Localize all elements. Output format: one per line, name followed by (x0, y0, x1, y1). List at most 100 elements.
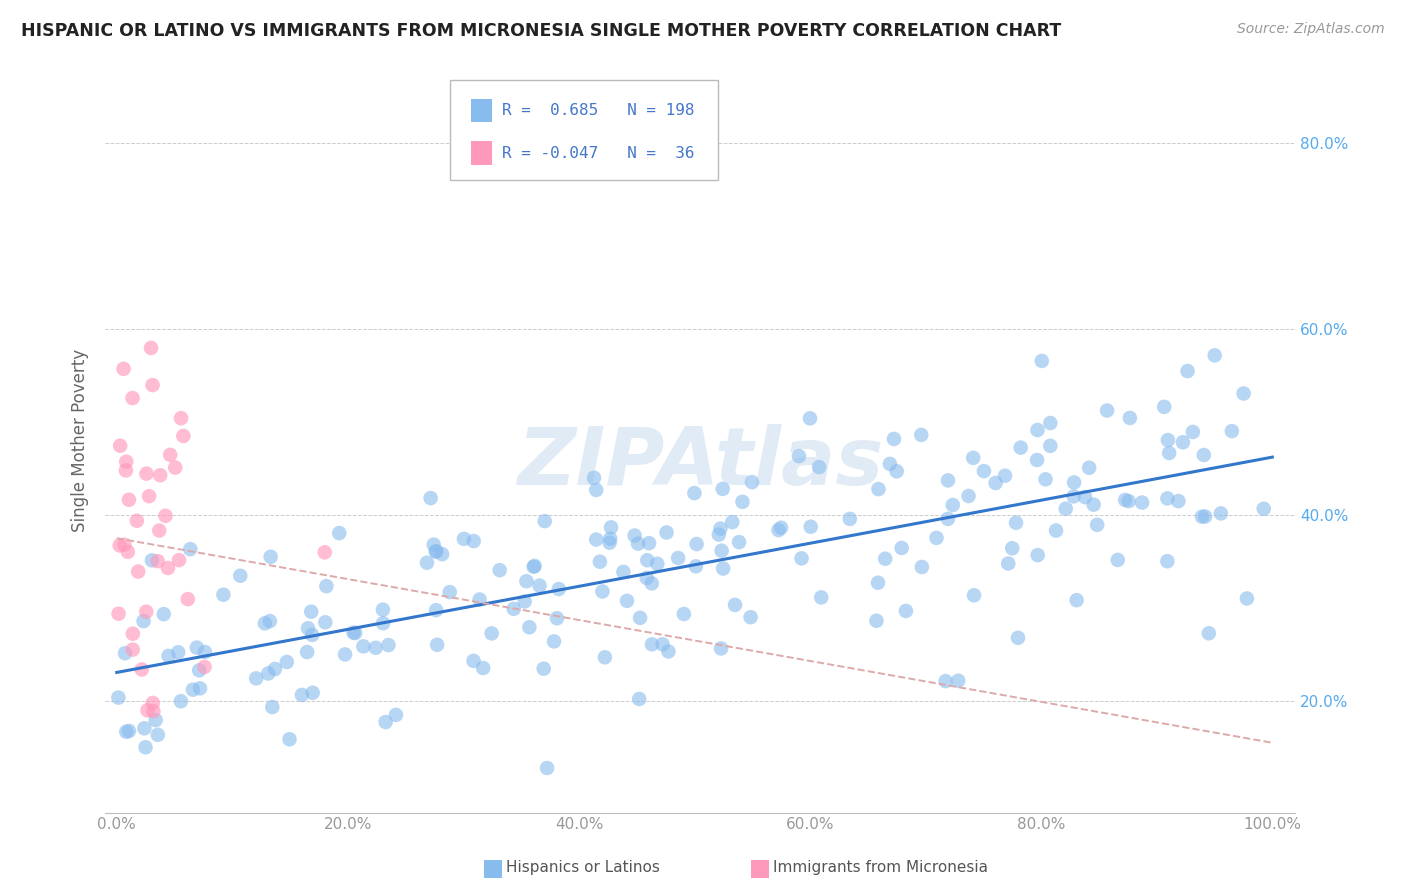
Point (1083, 498, 1105, 512)
Point (868, 482, 890, 496)
Point (115, 463, 138, 477)
Point (297, 621, 319, 635)
Point (523, 559, 546, 574)
Point (886, 464, 908, 478)
Point (628, 611, 651, 625)
Text: Hispanics or Latinos: Hispanics or Latinos (506, 860, 659, 874)
Point (721, 515, 744, 529)
Point (641, 637, 664, 651)
Point (260, 549, 283, 564)
Point (1085, 517, 1108, 532)
Point (529, 578, 551, 592)
Point (672, 607, 695, 621)
Point (1010, 441, 1032, 455)
Point (1236, 591, 1258, 606)
Text: HISPANIC OR LATINO VS IMMIGRANTS FROM MICRONESIA SINGLE MOTHER POVERTY CORRELATI: HISPANIC OR LATINO VS IMMIGRANTS FROM MI… (21, 22, 1062, 40)
Point (1026, 453, 1049, 467)
Point (1191, 509, 1213, 524)
Point (536, 761, 558, 775)
Point (299, 605, 322, 619)
Point (1181, 425, 1204, 439)
Point (636, 571, 658, 585)
Point (628, 692, 651, 706)
Point (1253, 501, 1275, 516)
Point (114, 646, 136, 660)
Point (453, 532, 475, 546)
Point (229, 568, 252, 582)
Point (127, 565, 149, 579)
Point (710, 641, 733, 656)
Point (957, 489, 980, 503)
Point (371, 616, 394, 631)
Point (710, 543, 733, 558)
Point (799, 411, 821, 425)
Point (1233, 386, 1256, 401)
Point (112, 361, 135, 376)
Point (1063, 490, 1085, 504)
Text: Immigrants from Micronesia: Immigrants from Micronesia (773, 860, 988, 874)
Point (145, 713, 167, 727)
Point (616, 594, 638, 608)
Point (416, 556, 439, 570)
Point (513, 594, 536, 608)
Point (138, 489, 160, 503)
Point (1107, 553, 1129, 567)
Point (1078, 460, 1101, 475)
Point (655, 525, 678, 540)
Point (468, 592, 491, 607)
Point (245, 672, 267, 686)
Point (170, 694, 193, 708)
Point (1066, 593, 1088, 607)
Point (114, 538, 136, 552)
Point (259, 614, 281, 628)
Point (488, 563, 510, 577)
Point (984, 475, 1007, 490)
Point (1198, 626, 1220, 640)
Point (787, 449, 810, 463)
Point (866, 575, 889, 590)
Point (426, 638, 449, 652)
Point (612, 565, 634, 579)
Point (707, 527, 730, 541)
Point (463, 654, 485, 668)
Point (135, 740, 157, 755)
Point (636, 553, 658, 567)
Point (422, 538, 444, 552)
Point (865, 614, 887, 628)
Point (543, 634, 565, 648)
Point (425, 603, 447, 617)
Text: ZIPAtlas: ZIPAtlas (517, 424, 883, 502)
Point (152, 607, 174, 622)
Point (439, 585, 461, 599)
Point (1204, 348, 1226, 362)
Y-axis label: Single Mother Poverty: Single Mother Poverty (72, 349, 89, 533)
Point (136, 703, 159, 717)
Point (167, 553, 190, 567)
Point (170, 411, 193, 425)
Point (883, 432, 905, 446)
Point (502, 602, 524, 616)
Point (728, 535, 751, 549)
Point (141, 553, 163, 567)
Point (962, 450, 984, 465)
Point (740, 610, 762, 624)
Point (515, 574, 537, 589)
Point (301, 686, 323, 700)
Point (1156, 554, 1178, 568)
Point (155, 508, 177, 523)
Point (146, 728, 169, 742)
Point (593, 650, 616, 665)
Point (1156, 491, 1178, 506)
Point (935, 674, 957, 689)
Point (194, 660, 217, 674)
Point (645, 557, 668, 571)
Point (148, 524, 170, 538)
Point (519, 620, 541, 634)
Point (257, 666, 280, 681)
Point (352, 640, 374, 654)
Point (1063, 475, 1085, 490)
Point (115, 455, 138, 469)
Point (1114, 492, 1136, 507)
Point (910, 428, 932, 442)
Point (936, 512, 959, 526)
